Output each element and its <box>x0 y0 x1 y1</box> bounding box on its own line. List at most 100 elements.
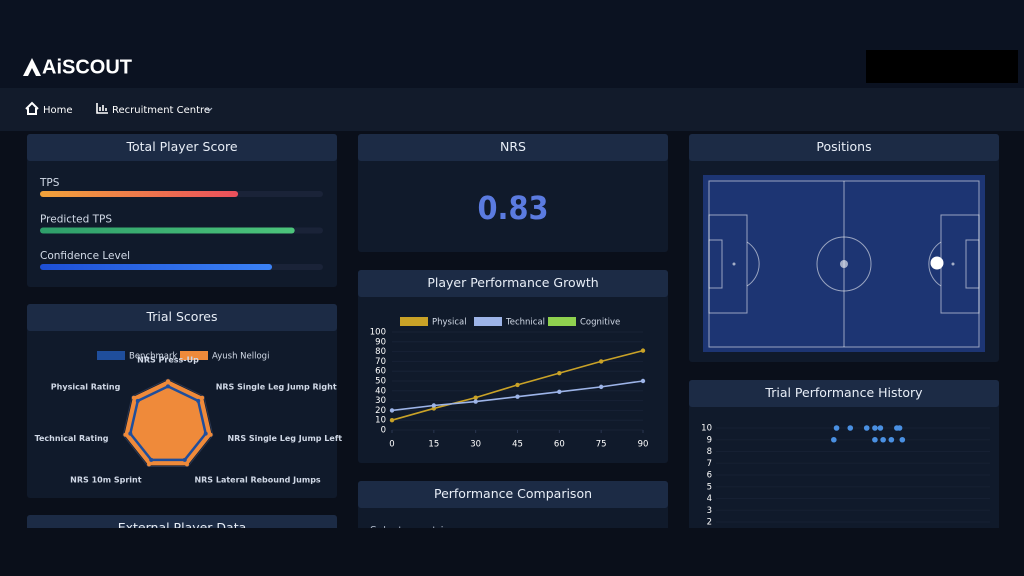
y-tick-label: 90 <box>375 337 386 347</box>
logo-icon <box>23 58 41 76</box>
radar-point <box>196 398 201 403</box>
radar-area <box>128 384 208 462</box>
bar <box>40 227 295 234</box>
y-tick-label: 10 <box>375 416 386 426</box>
pitch-line <box>746 241 760 287</box>
y-tick-label: 8 <box>707 447 712 457</box>
y-tick-label: 4 <box>707 494 712 504</box>
line-point <box>431 403 437 408</box>
scatter-point <box>863 425 870 431</box>
radar-label: NRS Single Leg Jump Right <box>216 382 337 391</box>
card-title: Performance Comparison <box>434 486 592 501</box>
pitch-spot <box>732 262 736 266</box>
card-title: Trial Scores <box>145 309 217 324</box>
card-header <box>689 380 999 407</box>
radar-ring <box>122 378 214 467</box>
bar <box>40 264 273 270</box>
line-point <box>389 408 395 413</box>
legend-label: Physical <box>432 318 467 328</box>
home-icon[interactable] <box>25 101 39 115</box>
y-tick-label: 40 <box>375 386 386 396</box>
radar-label: NRS Single Leg Jump Left <box>227 434 342 443</box>
line-point <box>473 399 478 404</box>
radar-point <box>131 395 136 400</box>
card-header <box>689 134 999 161</box>
card-title: Positions <box>816 139 871 154</box>
line-point <box>515 382 520 388</box>
top-bar <box>0 0 1024 88</box>
x-tick-label: 45 <box>512 440 523 450</box>
card <box>27 134 337 287</box>
card-title: Player Performance Growth <box>427 275 598 290</box>
scatter-point <box>872 436 878 443</box>
pitch-line <box>965 239 980 289</box>
pitch-spot <box>840 260 848 268</box>
pitch-line <box>708 239 723 289</box>
line-point <box>515 394 520 399</box>
y-tick-label: 80 <box>375 347 386 357</box>
y-tick-label: 9 <box>707 435 712 445</box>
radar-label: Physical Rating <box>51 382 121 391</box>
radar-label: NRS Lateral Rebound Jumps <box>194 475 320 484</box>
pitch-spot <box>951 262 955 266</box>
line-point <box>598 359 604 364</box>
y-tick-label: 7 <box>707 459 712 469</box>
radar-point <box>182 457 187 462</box>
bar <box>40 191 239 197</box>
radar-point <box>184 462 189 467</box>
nav-home[interactable]: Home <box>43 105 73 116</box>
legend-swatch <box>180 351 208 360</box>
line-point <box>640 378 646 384</box>
radar-point <box>123 432 128 437</box>
radar-point <box>147 462 152 467</box>
scatter-point <box>888 436 895 443</box>
scatter-point <box>899 436 906 443</box>
radar-point <box>166 384 170 389</box>
line-point <box>473 395 478 400</box>
legend-label: Ayush Nellogi <box>212 352 269 362</box>
line-point <box>389 418 395 423</box>
nav-recruitment[interactable]: Recruitment Centre <box>112 105 210 116</box>
radar-label: NRS 10m Sprint <box>70 475 142 484</box>
scatter-point <box>847 425 854 431</box>
y-tick-label: 0 <box>381 426 386 436</box>
bar-label: Predicted TPS <box>40 214 112 226</box>
x-tick-label: 60 <box>554 440 565 450</box>
scatter-point <box>877 425 884 431</box>
bar-label: Confidence Level <box>40 250 130 262</box>
scatter-point <box>880 436 886 443</box>
content: Total Player Score NRS Positions Trial Scor… <box>27 134 999 535</box>
nav-bar <box>0 88 1024 131</box>
nrs-value: 0.83 <box>477 189 548 227</box>
radar-point <box>135 398 140 403</box>
radar-label: Technical Rating <box>35 434 109 443</box>
card <box>689 380 999 528</box>
card-title: External Player Data <box>118 520 247 535</box>
radar-area <box>124 380 212 466</box>
radar-point <box>128 431 133 436</box>
radar-label: NRS Press-Up <box>137 356 199 365</box>
legend-label: Technical <box>505 318 545 328</box>
card-title: NRS <box>500 139 526 154</box>
player-position <box>930 256 944 270</box>
radar-point <box>203 431 208 436</box>
y-tick-label: 5 <box>707 482 712 492</box>
scatter-point <box>896 425 903 431</box>
line-point <box>640 348 646 353</box>
y-tick-label: 100 <box>370 328 386 338</box>
x-tick-label: 75 <box>596 440 607 450</box>
chart-icon[interactable] <box>96 103 108 114</box>
card-header <box>27 134 337 161</box>
y-tick-label: 2 <box>707 518 712 528</box>
y-tick-label: 30 <box>375 396 386 406</box>
pitch-line <box>816 236 872 292</box>
card-header <box>27 515 337 528</box>
x-tick-label: 15 <box>428 440 439 450</box>
y-tick-label: 10 <box>701 424 712 434</box>
radar-point <box>200 395 205 400</box>
scatter-point <box>833 425 840 431</box>
radar-point <box>166 379 170 384</box>
dropdown-chevron[interactable] <box>205 107 213 112</box>
x-tick-label: 30 <box>470 440 481 450</box>
